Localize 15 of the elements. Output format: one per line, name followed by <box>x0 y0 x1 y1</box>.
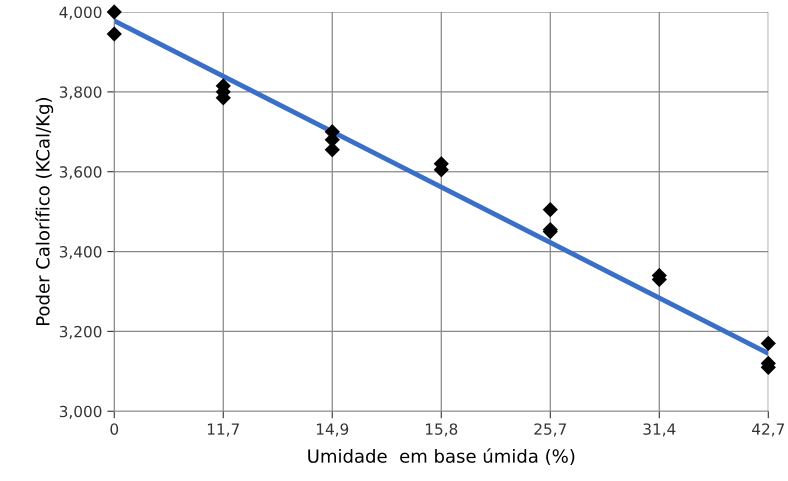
x-tick-label: 15,8 <box>426 423 458 436</box>
x-tick-label: 14,9 <box>316 423 348 436</box>
y-tick-label: 3,200 <box>60 326 102 339</box>
y-tick-label: 3,000 <box>60 406 102 419</box>
x-axis-title: Umidade em base úmida (%) <box>308 448 574 466</box>
y-axis-title: Poder Calorífico (KCal/Kg) <box>34 98 54 326</box>
x-tick-label: 31,4 <box>643 423 676 436</box>
y-tick-label: 3,400 <box>60 246 102 260</box>
y-tick-label: 4,000 <box>59 6 102 20</box>
x-tick-label: 42,7 <box>752 423 784 436</box>
y-tick-label: 3,600 <box>60 166 102 180</box>
x-tick-label: 11,7 <box>208 424 239 436</box>
x-tick-label: 0 <box>110 423 118 435</box>
x-tick-label: 25,7 <box>534 423 566 436</box>
y-tick-label: 3,800 <box>60 86 102 100</box>
